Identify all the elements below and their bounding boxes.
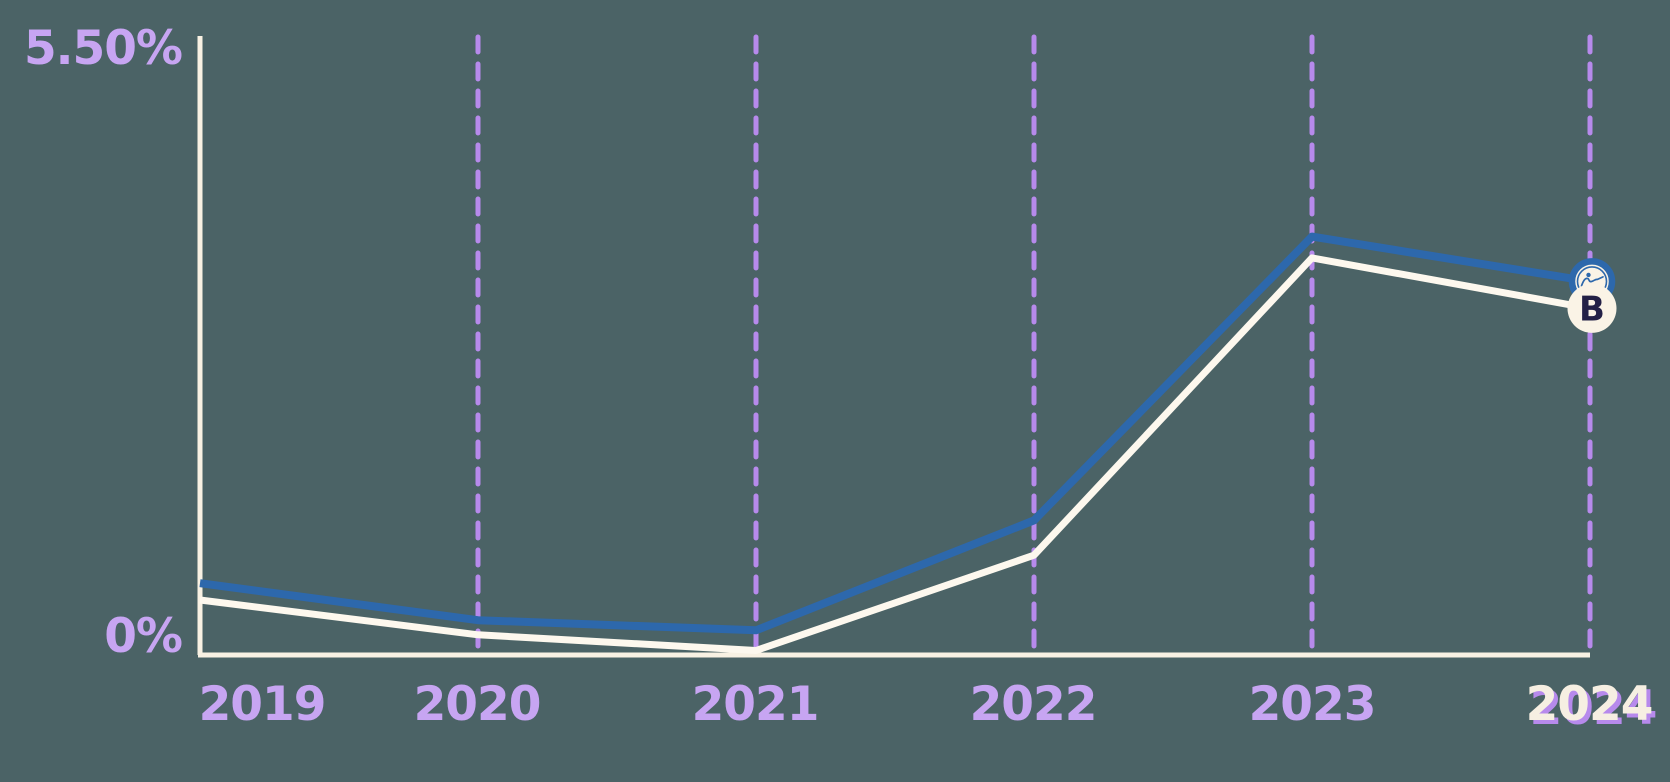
b-badge-letter: B: [1579, 289, 1605, 329]
x-tick-2022: 2022: [969, 677, 1098, 732]
year-gridlines: [475, 34, 1593, 656]
x-tick-2024: 2024: [1525, 677, 1654, 732]
x-tick-2023: 2023: [1248, 677, 1377, 732]
b-badge-circle: [1567, 283, 1617, 333]
b-marker-badge: B: [1567, 283, 1617, 333]
figure-illustration-icon: [1580, 276, 1604, 287]
y-axis-max-label: 5.50%: [23, 21, 183, 76]
y-axis-min-label: 0%: [104, 609, 183, 664]
x-tick-2021: 2021: [691, 677, 820, 732]
cream-series-line: [199, 254, 1591, 654]
figure-head-icon: [1586, 272, 1591, 278]
x-tick-2020: 2020: [413, 677, 542, 732]
x-tick-2019: 2019: [198, 677, 327, 732]
blue-series-line: [199, 232, 1591, 635]
